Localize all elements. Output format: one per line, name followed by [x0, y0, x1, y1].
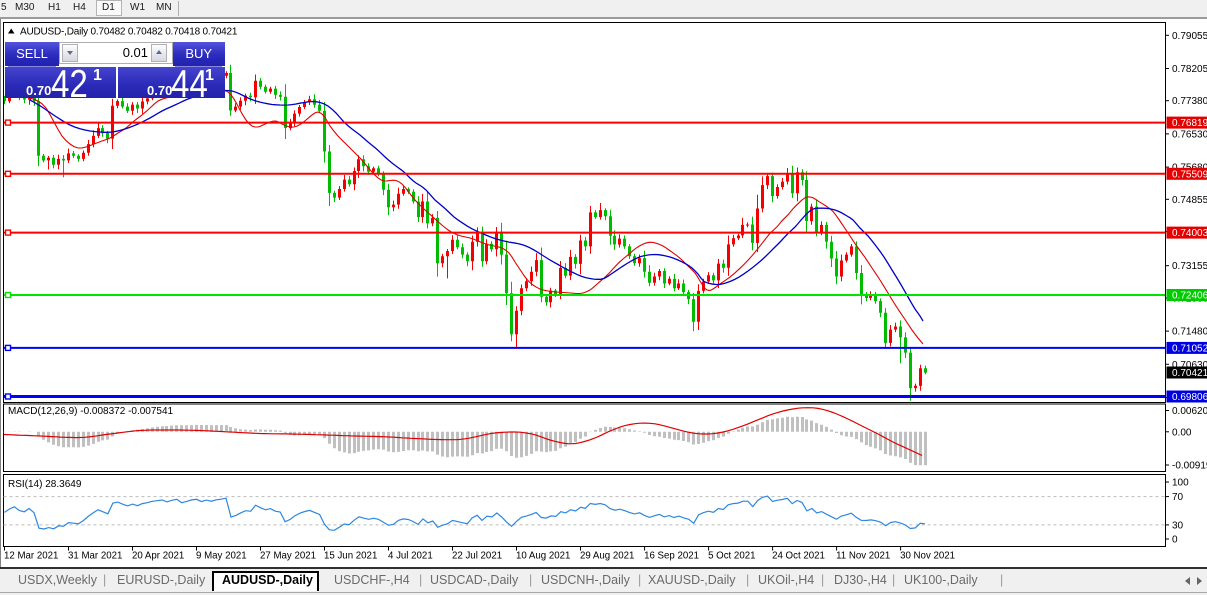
svg-text:0.006201: 0.006201 — [1172, 406, 1207, 417]
svg-text:0.76819: 0.76819 — [1172, 118, 1207, 129]
svg-text:12 Mar 2021: 12 Mar 2021 — [4, 551, 58, 562]
svg-text:9 May 2021: 9 May 2021 — [196, 551, 247, 562]
svg-text:RSI(14) 28.3649: RSI(14) 28.3649 — [8, 479, 82, 490]
svg-text:MACD(12,26,9) -0.008372 -0.007: MACD(12,26,9) -0.008372 -0.007541 — [8, 406, 174, 417]
svg-text:0.00: 0.00 — [1172, 427, 1192, 438]
svg-text:15 Jun 2021: 15 Jun 2021 — [324, 551, 377, 562]
svg-text:0.73155: 0.73155 — [1172, 261, 1207, 272]
svg-text:0.74855: 0.74855 — [1172, 195, 1207, 206]
svg-text:22 Jul 2021: 22 Jul 2021 — [452, 551, 502, 562]
svg-text:0.72406: 0.72406 — [1172, 291, 1207, 302]
svg-text:0: 0 — [1172, 535, 1178, 546]
svg-text:0.74003: 0.74003 — [1172, 228, 1207, 239]
svg-text:5 Oct 2021: 5 Oct 2021 — [708, 551, 755, 562]
svg-text:0.70630: 0.70630 — [1172, 360, 1207, 371]
svg-text:4 Jul 2021: 4 Jul 2021 — [388, 551, 433, 562]
svg-text:-0.00919: -0.00919 — [1172, 461, 1207, 472]
svg-text:0.76530: 0.76530 — [1172, 129, 1207, 140]
svg-text:27 May 2021: 27 May 2021 — [260, 551, 316, 562]
svg-text:0.71480: 0.71480 — [1172, 327, 1207, 338]
svg-text:0.69806: 0.69806 — [1172, 392, 1207, 403]
svg-text:24 Oct 2021: 24 Oct 2021 — [772, 551, 825, 562]
svg-text:70: 70 — [1172, 492, 1184, 503]
svg-text:0.75509: 0.75509 — [1172, 169, 1207, 180]
svg-text:AUDUSD-,Daily 0.70482 0.70482: AUDUSD-,Daily 0.70482 0.70482 0.70418 0.… — [20, 27, 238, 38]
svg-text:0.71052: 0.71052 — [1172, 343, 1207, 354]
svg-text:20 Apr 2021: 20 Apr 2021 — [132, 551, 184, 562]
svg-text:0.79055: 0.79055 — [1172, 31, 1207, 42]
svg-text:30 Nov 2021: 30 Nov 2021 — [900, 551, 955, 562]
svg-text:0.70421: 0.70421 — [1172, 368, 1207, 379]
svg-text:11 Nov 2021: 11 Nov 2021 — [836, 551, 890, 562]
svg-text:16 Sep 2021: 16 Sep 2021 — [644, 551, 699, 562]
svg-text:31 Mar 2021: 31 Mar 2021 — [68, 551, 122, 562]
svg-text:10 Aug 2021: 10 Aug 2021 — [516, 551, 570, 562]
svg-text:29 Aug 2021: 29 Aug 2021 — [580, 551, 634, 562]
svg-text:0.77380: 0.77380 — [1172, 96, 1207, 107]
svg-text:30: 30 — [1172, 520, 1184, 531]
svg-text:100: 100 — [1172, 478, 1189, 489]
svg-text:0.78205: 0.78205 — [1172, 64, 1207, 75]
